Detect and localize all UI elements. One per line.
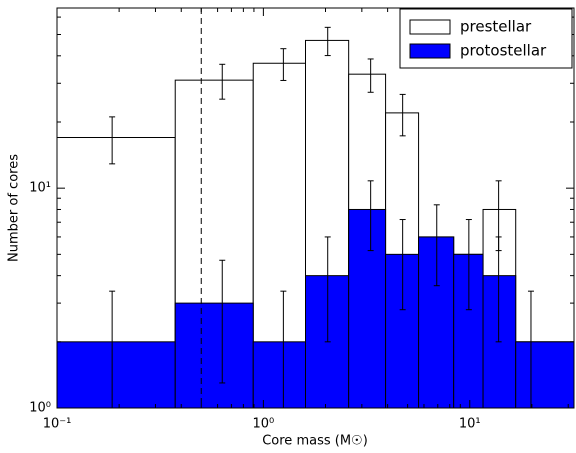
x-tick-label: 10¹ xyxy=(459,417,481,432)
legend-swatch xyxy=(409,19,451,35)
plot-frame xyxy=(56,7,575,409)
legend-swatch xyxy=(409,43,451,59)
error-bar xyxy=(109,290,116,408)
error-bar xyxy=(219,259,226,384)
error-bar xyxy=(280,290,287,408)
error-bar xyxy=(433,204,440,287)
y-tick-label: 10¹ xyxy=(29,181,51,196)
error-bar xyxy=(399,93,406,137)
bar xyxy=(252,341,307,408)
x-axis-label: Core mass (M☉) xyxy=(262,434,368,449)
plot-area xyxy=(57,8,574,408)
error-bar xyxy=(367,58,374,93)
y-tick-label: 10⁰ xyxy=(29,401,51,416)
bar xyxy=(57,341,176,408)
error-bar xyxy=(367,180,374,252)
bar xyxy=(174,302,254,408)
bar xyxy=(515,341,574,408)
error-bar xyxy=(219,63,226,100)
error-bar xyxy=(109,116,116,165)
error-bar xyxy=(324,236,331,343)
bar xyxy=(348,208,387,408)
error-bar xyxy=(527,290,534,408)
error-bar xyxy=(324,26,331,57)
error-bar xyxy=(465,219,472,311)
error-bar xyxy=(280,48,287,81)
bar xyxy=(305,275,350,408)
x-tick-label: 10⁰ xyxy=(252,417,274,432)
error-bar xyxy=(399,219,406,311)
x-tick-label: 10⁻¹ xyxy=(43,417,72,432)
legend: prestellar protostellar xyxy=(399,8,573,69)
bar xyxy=(418,236,455,408)
bar xyxy=(385,253,420,408)
y-axis-label: Number of cores xyxy=(7,154,22,262)
legend-label: prestellar xyxy=(460,18,532,36)
legend-label: protostellar xyxy=(460,42,547,60)
error-bar xyxy=(495,236,502,343)
bar xyxy=(482,275,517,408)
